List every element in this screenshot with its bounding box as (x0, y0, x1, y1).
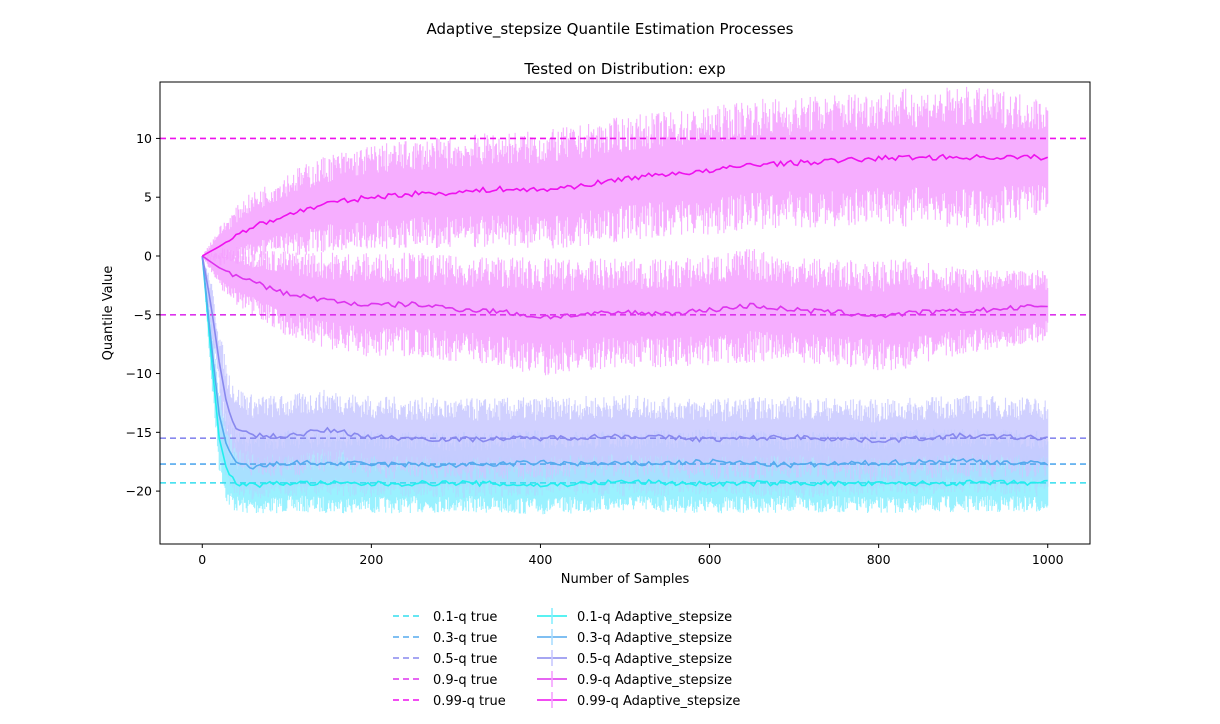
legend-label: 0.9-q true (433, 673, 497, 688)
y-axis-label: Quantile Value (101, 266, 116, 361)
x-tick-label: 0 (198, 552, 206, 567)
chart-title: Tested on Distribution: exp (523, 60, 725, 78)
errorband-0-99-q-adaptive-stepsize (202, 86, 1049, 266)
plot-frame (159, 81, 1091, 545)
legend-label: 0.99-q Adaptive_stepsize (577, 694, 740, 709)
legend-label: 0.1-q Adaptive_stepsize (577, 610, 732, 625)
legend-label: 0.5-q Adaptive_stepsize (577, 652, 732, 667)
y-axis-ticks: −20 −15 −10 −5 0 5 10 (126, 131, 160, 499)
series-line-0-1-q-adaptive-stepsize (201, 255, 1048, 489)
y-tick-label: −15 (126, 425, 152, 440)
figure-suptitle: Adaptive_stepsize Quantile Estimation Pr… (426, 20, 793, 39)
x-axis-label: Number of Samples (561, 572, 690, 587)
legend-label: 0.5-q true (433, 652, 497, 667)
series-line-0-3-q-adaptive-stepsize (201, 255, 1049, 470)
x-tick-label: 800 (867, 552, 891, 567)
y-tick-label: −10 (126, 366, 152, 381)
plot-area (160, 86, 1090, 515)
series-line-0-99-q-adaptive-stepsize (201, 153, 1049, 257)
legend-label: 0.3-q true (433, 631, 497, 646)
x-tick-label: 400 (529, 552, 553, 567)
series-line-0-9-q-adaptive-stepsize (201, 255, 1048, 320)
y-tick-label: 0 (144, 248, 152, 263)
legend-label: 0.3-q Adaptive_stepsize (577, 631, 732, 646)
chart-legend: 0.1-q true 0.3-q true 0.5-q true 0.9-q true… (393, 608, 740, 709)
y-tick-label: −5 (134, 307, 152, 322)
x-tick-label: 600 (698, 552, 722, 567)
y-tick-label: −20 (126, 484, 152, 499)
legend-label: 0.9-q Adaptive_stepsize (577, 673, 732, 688)
x-axis-ticks: 0 200 400 600 800 1000 (198, 544, 1064, 567)
legend-label: 0.99-q true (433, 694, 506, 709)
legend-label: 0.1-q true (433, 610, 497, 625)
y-tick-label: 10 (136, 131, 152, 146)
x-tick-label: 200 (359, 552, 383, 567)
y-tick-label: 5 (144, 190, 152, 205)
x-tick-label: 1000 (1032, 552, 1064, 567)
series-line-0-5-q-adaptive-stepsize (201, 255, 1048, 444)
